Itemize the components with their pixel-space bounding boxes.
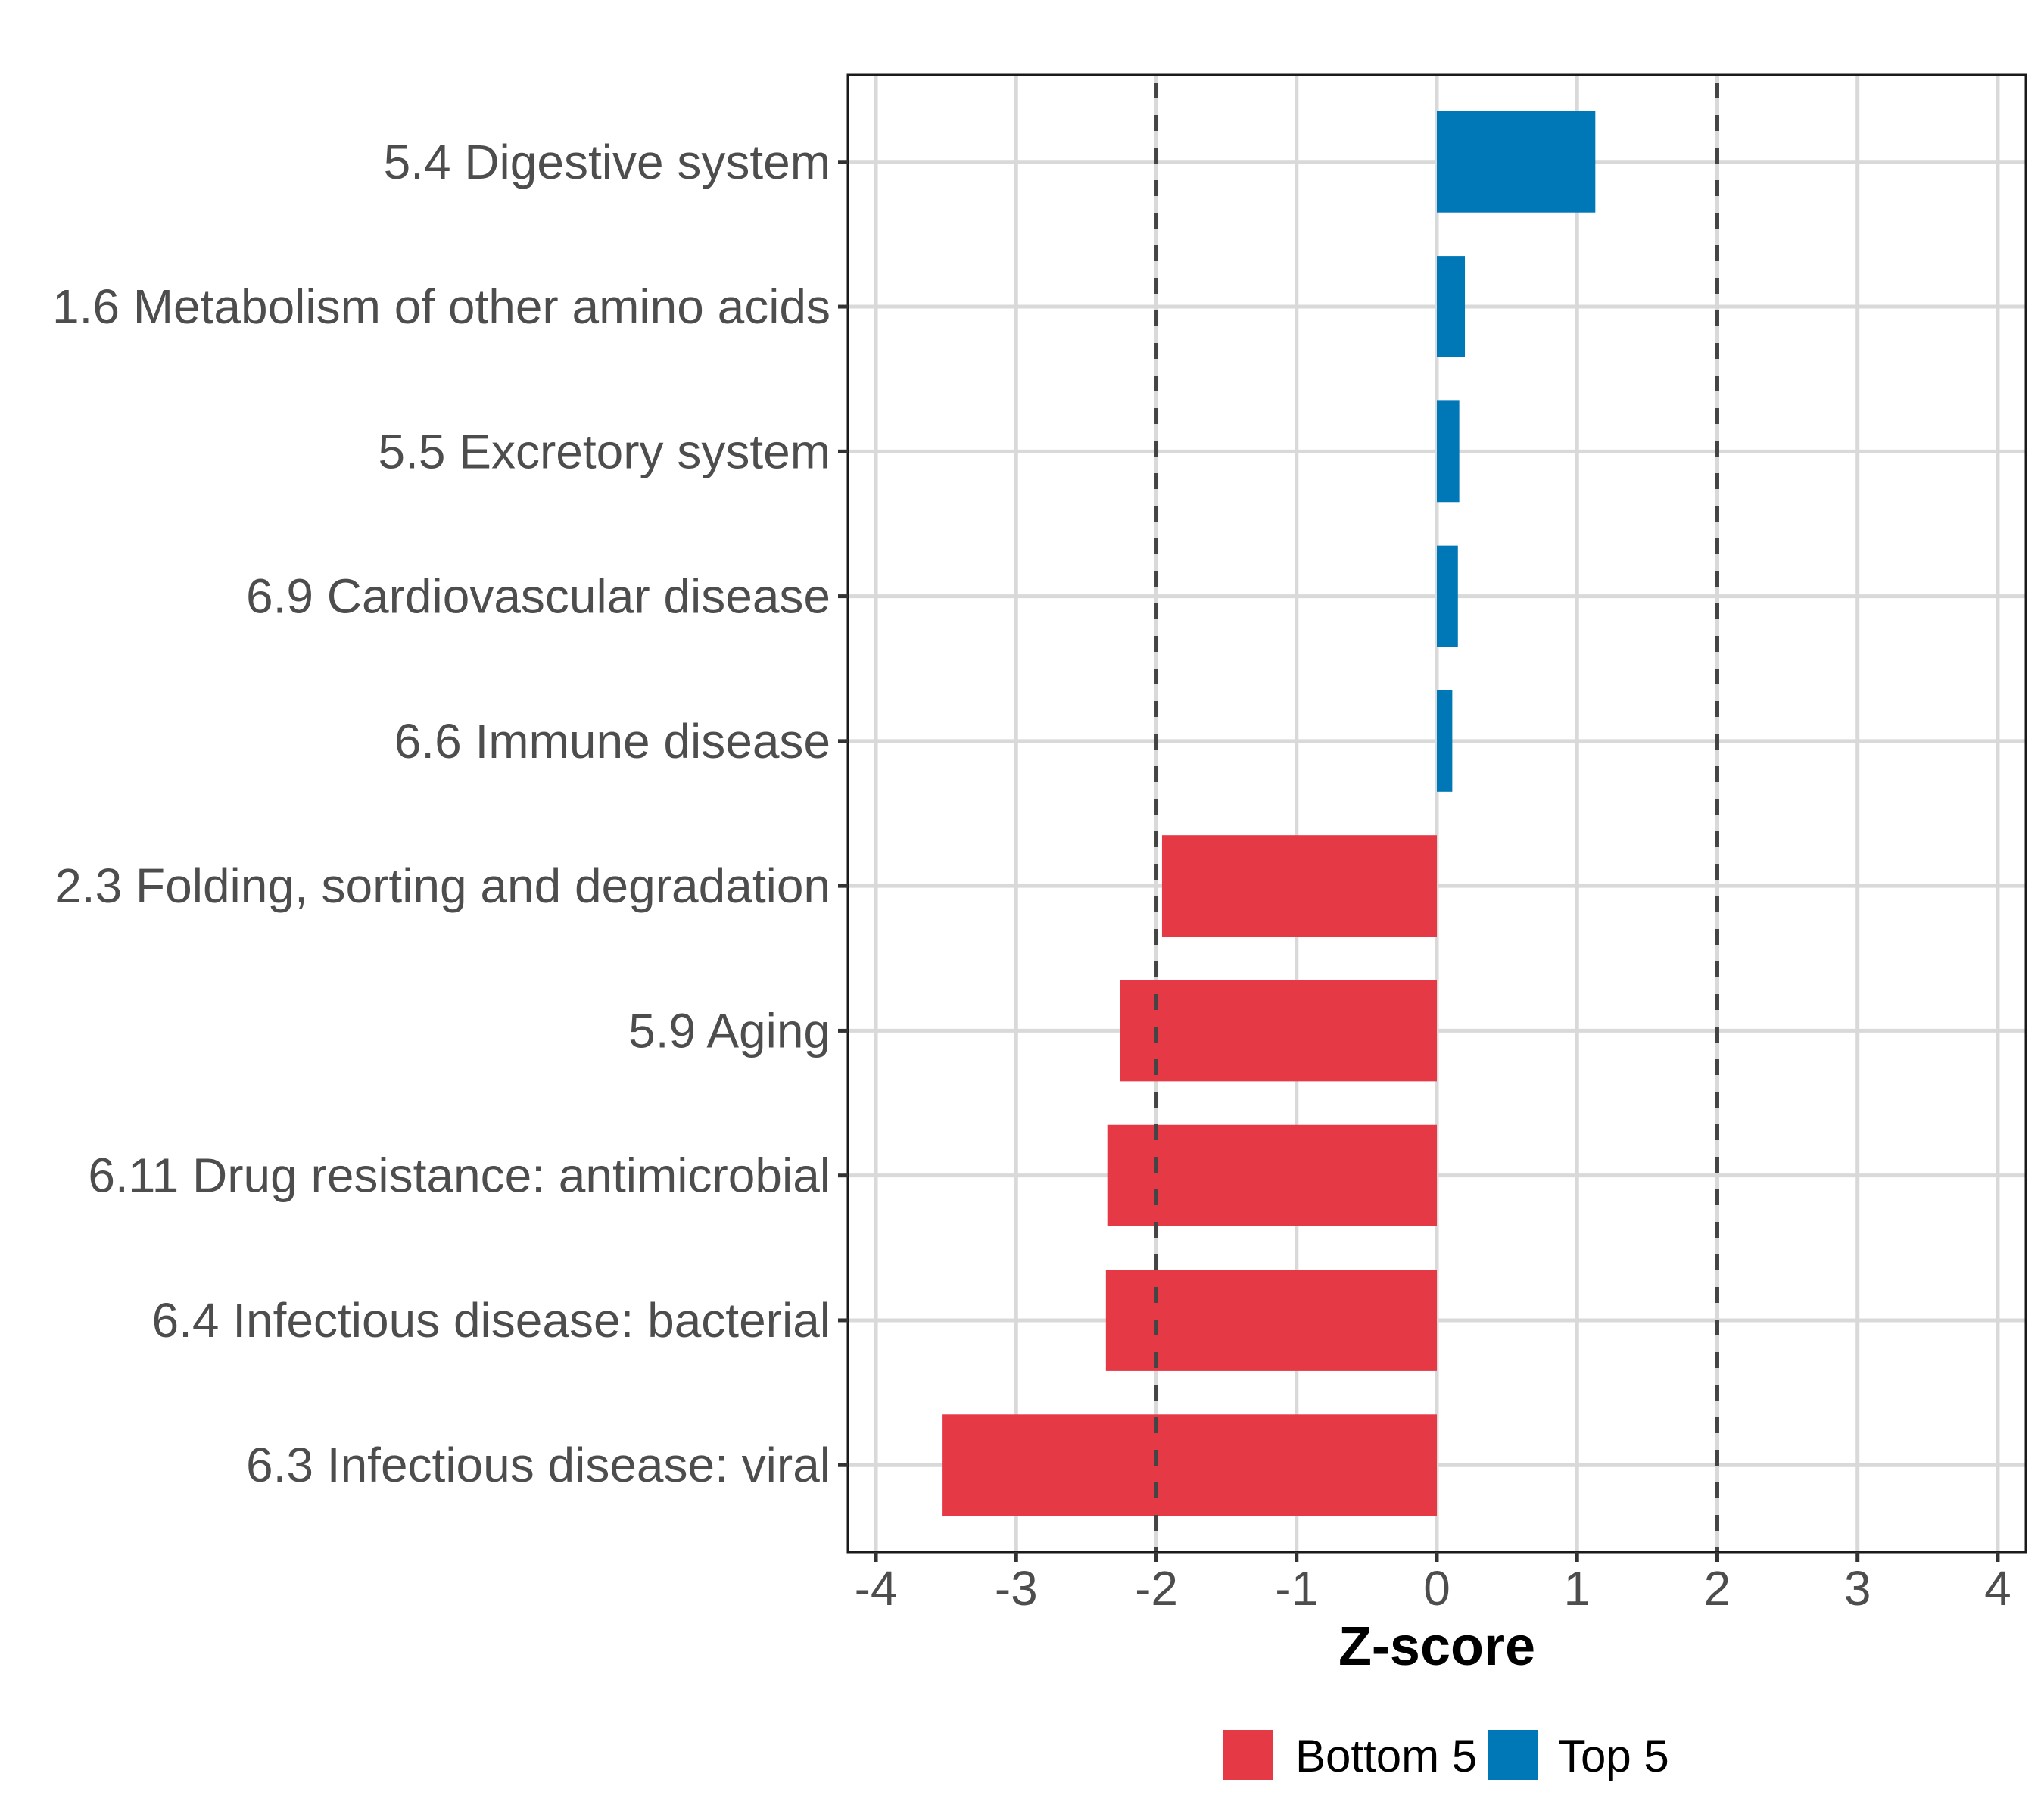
y-tick-label: 1.6 Metabolism of other amino acids — [52, 279, 830, 334]
bar — [1437, 256, 1466, 357]
y-tick-label: 5.9 Aging — [628, 1003, 830, 1058]
legend-item-bottom-5: Bottom 5 — [1223, 1730, 1477, 1781]
bar — [1437, 545, 1458, 647]
legend-label: Top 5 — [1558, 1731, 1669, 1781]
legend-key — [1488, 1730, 1538, 1780]
x-tick-label: 1 — [1563, 1561, 1591, 1616]
bar — [1437, 400, 1460, 503]
legend-item-top-5: Top 5 — [1488, 1730, 1669, 1781]
x-tick-label: 2 — [1704, 1561, 1731, 1616]
y-tick-label: 6.6 Immune disease — [394, 714, 830, 768]
x-tick-label: 4 — [1984, 1561, 2011, 1616]
x-axis: -4 -3 -2 -1 0 1 2 3 4 — [855, 1552, 2011, 1616]
bar — [1161, 835, 1437, 937]
reference-lines — [1154, 75, 1719, 1552]
y-tick-label: 6.3 Infectious disease: viral — [246, 1438, 830, 1492]
bar — [1120, 980, 1437, 1082]
y-tick-label: 6.9 Cardiovascular disease — [246, 569, 830, 624]
bar — [1437, 690, 1453, 792]
x-tick-label: 0 — [1423, 1561, 1450, 1616]
x-tick-label: 3 — [1844, 1561, 1871, 1616]
x-tick-label: -3 — [995, 1561, 1038, 1616]
y-tick-label: 5.5 Excretory system — [379, 424, 831, 478]
y-tick-label: 6.11 Drug resistance: antimicrobial — [88, 1148, 830, 1203]
x-tick-label: -2 — [1135, 1561, 1178, 1616]
bar — [1105, 1270, 1437, 1371]
bar — [942, 1414, 1437, 1516]
y-tick-label: 5.4 Digestive system — [384, 135, 830, 189]
x-tick-label: -1 — [1275, 1561, 1318, 1616]
bar — [1107, 1124, 1437, 1226]
x-axis-title: Z-score — [1338, 1616, 1535, 1677]
legend-label: Bottom 5 — [1295, 1731, 1477, 1781]
legend-key — [1223, 1730, 1273, 1780]
y-tick-label: 6.4 Infectious disease: bacterial — [151, 1293, 830, 1348]
y-tick-label: 2.3 Folding, sorting and degradation — [55, 859, 830, 913]
bar — [1437, 111, 1596, 213]
legend: Bottom 5 Top 5 — [1223, 1730, 1669, 1781]
bars — [942, 111, 1596, 1516]
y-axis: 5.4 Digestive system 1.6 Metabolism of ot… — [52, 135, 848, 1492]
x-tick-label: -4 — [855, 1561, 898, 1616]
